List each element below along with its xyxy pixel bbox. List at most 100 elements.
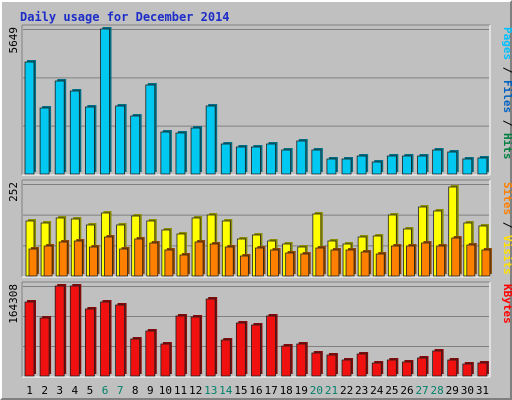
bar-kbytes-day-16 — [251, 324, 261, 377]
bar-kbytes-day-24 — [371, 362, 382, 377]
bar-pages-day-28 — [432, 149, 443, 175]
x-tick-label: 2 — [41, 384, 48, 397]
bar-kbytes-day-15 — [235, 322, 246, 377]
bar-pages-day-21 — [326, 158, 337, 175]
legend-label: Sites / Visits — [501, 182, 512, 275]
bar-kbytes-day-23 — [356, 353, 367, 377]
bar-sites-day-3 — [58, 241, 68, 277]
bar-sites-day-20 — [315, 247, 325, 277]
x-tick-label: 4 — [72, 384, 79, 397]
bar-kbytes-day-4 — [69, 285, 80, 377]
bar-pages-day-3 — [54, 80, 65, 175]
bar-sites-day-16 — [255, 247, 264, 277]
bar-sites-day-11 — [179, 254, 189, 277]
bar-pages-day-29 — [447, 151, 458, 175]
x-tick-label: 13 — [204, 384, 217, 397]
legend-part: KBytes — [501, 284, 512, 324]
bar-pages-day-4 — [69, 90, 80, 175]
x-tick-label: 24 — [370, 384, 384, 397]
bar-kbytes-day-12 — [190, 316, 201, 377]
bar-pages-day-27 — [417, 155, 427, 175]
x-tick-label: 31 — [476, 384, 489, 397]
x-tick-label: 1 — [26, 384, 33, 397]
bar-kbytes-day-18 — [281, 345, 292, 377]
x-tick-label: 23 — [355, 384, 368, 397]
legend-label: Pages / Files / Hits — [501, 27, 512, 160]
bar-kbytes-day-7 — [115, 304, 125, 377]
bar-pages-day-5 — [84, 106, 95, 175]
x-tick-label: 27 — [415, 384, 428, 397]
bar-kbytes-day-9 — [145, 330, 156, 377]
bar-pages-day-14 — [220, 143, 231, 175]
bar-pages-day-7 — [115, 105, 125, 175]
bar-sites-day-5 — [88, 246, 98, 277]
bar-kbytes-day-31 — [477, 362, 488, 377]
bar-kbytes-day-3 — [54, 285, 65, 377]
bar-sites-day-7 — [119, 248, 128, 277]
bar-kbytes-day-14 — [220, 339, 231, 377]
bar-sites-day-19 — [300, 253, 310, 277]
bar-kbytes-day-13 — [205, 298, 216, 377]
bar-kbytes-day-20 — [311, 352, 322, 377]
bar-sites-day-8 — [134, 238, 144, 277]
bar-pages-day-23 — [356, 155, 367, 175]
x-tick-label: 11 — [174, 384, 187, 397]
x-tick-label: 21 — [325, 384, 338, 397]
bar-pages-day-24 — [371, 161, 382, 175]
bar-sites-day-9 — [149, 242, 159, 277]
legend-part: / — [501, 215, 512, 235]
bar-pages-day-9 — [145, 84, 156, 175]
x-tick-label: 30 — [461, 384, 474, 397]
x-tick-label: 5 — [87, 384, 94, 397]
bar-pages-day-20 — [311, 149, 322, 175]
bar-sites-day-22 — [345, 249, 355, 277]
bar-sites-day-15 — [239, 255, 249, 277]
legend-part: Files — [501, 80, 512, 113]
bar-sites-day-25 — [390, 245, 400, 277]
chart-title: Daily usage for December 2014 — [20, 10, 230, 24]
bar-sites-day-12 — [194, 241, 204, 277]
legend-part: Pages — [501, 27, 512, 60]
bar-kbytes-day-19 — [296, 343, 307, 377]
bar-pages-day-26 — [402, 155, 412, 175]
bar-pages-day-16 — [251, 146, 261, 175]
legend-label: KBytes — [501, 284, 512, 324]
bar-kbytes-day-27 — [417, 357, 427, 377]
x-tick-label: 18 — [280, 384, 293, 397]
bar-kbytes-day-29 — [447, 359, 458, 377]
bar-sites-day-13 — [209, 243, 219, 277]
bar-pages-day-1 — [24, 61, 35, 175]
x-tick-label: 6 — [102, 384, 109, 397]
bar-sites-day-28 — [436, 245, 446, 277]
bar-kbytes-day-28 — [432, 350, 443, 377]
bar-sites-day-26 — [406, 245, 415, 277]
bar-pages-day-31 — [477, 157, 488, 175]
bar-kbytes-day-11 — [175, 315, 186, 377]
bar-pages-day-30 — [462, 158, 473, 175]
bar-sites-day-23 — [360, 251, 370, 277]
legend-part: / — [501, 113, 512, 133]
bar-sites-day-14 — [224, 246, 234, 277]
x-tick-label: 20 — [310, 384, 323, 397]
bar-sites-day-1 — [28, 248, 38, 277]
bar-sites-day-17 — [270, 249, 279, 277]
x-tick-label: 19 — [295, 384, 308, 397]
legend-part: Sites — [501, 182, 512, 215]
x-tick-label: 17 — [264, 384, 277, 397]
bar-kbytes-day-10 — [160, 343, 171, 377]
bar-sites-day-27 — [421, 242, 430, 277]
bar-pages-day-2 — [39, 107, 50, 175]
x-tick-label: 25 — [385, 384, 398, 397]
bar-sites-day-10 — [164, 249, 174, 277]
x-tick-label: 15 — [234, 384, 247, 397]
bar-sites-day-18 — [285, 252, 295, 277]
bar-kbytes-day-5 — [84, 308, 95, 377]
x-tick-label: 9 — [147, 384, 154, 397]
bar-pages-day-25 — [386, 155, 397, 175]
bar-sites-day-6 — [104, 236, 113, 277]
x-tick-label: 12 — [189, 384, 202, 397]
bar-kbytes-day-17 — [266, 315, 276, 377]
bar-sites-day-29 — [451, 237, 461, 277]
bar-sites-day-30 — [466, 244, 476, 277]
